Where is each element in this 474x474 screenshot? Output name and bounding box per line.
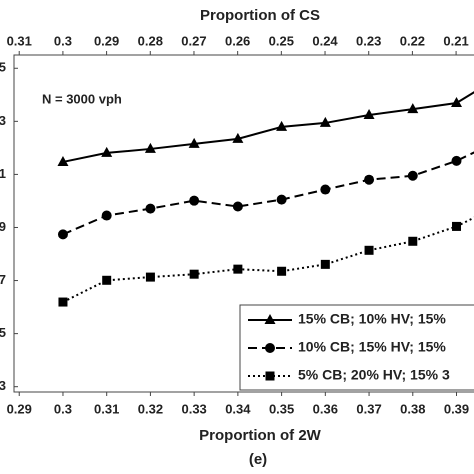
x2-tick-label: 0.22 (400, 33, 425, 48)
legend-label: 5% CB; 20% HV; 15% 3 (298, 367, 450, 383)
marker (407, 103, 419, 114)
marker (233, 264, 243, 274)
series-line (62, 151, 474, 236)
marker (57, 155, 69, 166)
legend-label: 10% CB; 15% HV; 15% (298, 339, 446, 355)
legend-marker (265, 343, 275, 353)
marker (232, 132, 244, 143)
marker (407, 170, 418, 181)
x2-tick-label: 0.26 (225, 33, 250, 48)
x-tick-label: 0.37 (356, 401, 381, 416)
marker (232, 201, 243, 212)
x2-tick-label: 0.25 (269, 33, 294, 48)
marker (363, 108, 375, 119)
x2-tick-label: 0.23 (356, 33, 381, 48)
marker (101, 210, 112, 221)
y-tick-label: 0.3 (0, 378, 6, 393)
x-tick-label: 0.32 (138, 401, 163, 416)
legend-label: 15% CB; 10% HV; 15% (298, 311, 446, 327)
marker (319, 116, 331, 127)
marker (145, 203, 156, 214)
y-tick-label: 1.5 (0, 60, 6, 75)
x-tick-label: 0.29 (7, 401, 32, 416)
marker (320, 259, 330, 269)
x-axis-title: Proportion of 2W (199, 427, 321, 444)
marker (58, 297, 68, 307)
series-line (62, 91, 474, 163)
y-tick-label: 1.1 (0, 166, 6, 181)
marker (320, 184, 331, 195)
x2-tick-label: 0.24 (312, 33, 338, 48)
x2-tick-label: 0.28 (138, 33, 163, 48)
x2-tick-label: 0.27 (181, 33, 206, 48)
marker (101, 146, 113, 157)
caption: (e) (249, 451, 267, 468)
marker (188, 137, 200, 148)
plot-frame (13, 54, 474, 393)
x2-tick-label: 0.3 (54, 33, 72, 48)
marker (57, 229, 68, 240)
x-tick-label: 0.38 (400, 401, 425, 416)
x-tick-label: 0.34 (225, 401, 251, 416)
plot (57, 91, 474, 307)
marker (408, 236, 418, 246)
x2-tick-label: 0.21 (443, 33, 468, 48)
x2-tick-label: 0.29 (94, 33, 119, 48)
marker (102, 275, 112, 285)
y-tick-label: 0.5 (0, 325, 6, 340)
marker (145, 272, 155, 282)
x-tick-label: 0.36 (313, 401, 338, 416)
annotation: N = 3000 vph (42, 91, 122, 106)
y-tick-label: 1.3 (0, 113, 6, 128)
x-tick-label: 0.35 (269, 401, 294, 416)
marker (276, 120, 288, 131)
y-tick-label: 0.7 (0, 272, 6, 287)
marker (364, 245, 374, 255)
legend-marker (265, 371, 275, 381)
marker (144, 142, 156, 153)
marker (451, 155, 462, 166)
x-tick-label: 0.39 (444, 401, 469, 416)
y-tick-label: 0.9 (0, 219, 6, 234)
marker (189, 269, 199, 279)
marker (276, 194, 287, 205)
marker (189, 195, 200, 206)
x2-axis-title: Proportion of CS (200, 7, 320, 24)
series-line (62, 216, 474, 303)
marker (364, 174, 375, 185)
x-tick-label: 0.31 (94, 401, 119, 416)
x-tick-label: 0.33 (181, 401, 206, 416)
x-tick-label: 0.3 (54, 401, 72, 416)
legend-marker (264, 314, 276, 324)
marker (277, 266, 287, 276)
marker (451, 97, 463, 108)
marker (452, 221, 462, 231)
x2-tick-label: 0.31 (7, 33, 32, 48)
